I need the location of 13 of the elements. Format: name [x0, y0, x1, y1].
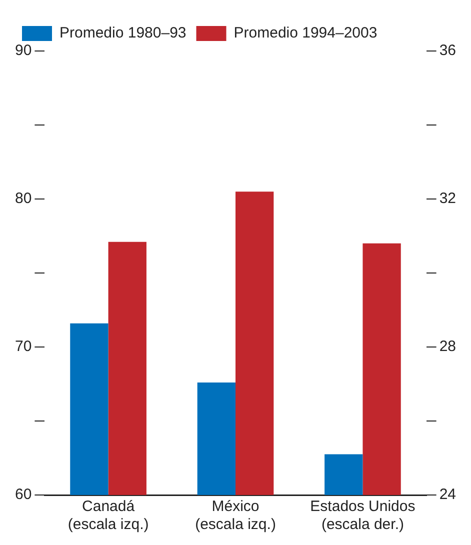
y2-tick-label: 24 [439, 486, 456, 504]
x-tick-label: Estados Unidos (escala der.) [310, 498, 416, 534]
y-tick-label: 90 [14, 42, 32, 60]
y2-tick-label: 28 [439, 338, 456, 356]
legend-label: Promedio 1980–93 [60, 24, 186, 42]
y2-tick-label: 36 [439, 42, 456, 60]
y-tick-label: 80 [14, 190, 32, 208]
x-tick-label: Canadá (escala izq.) [68, 498, 149, 534]
y-tick-label: 70 [14, 338, 32, 356]
y2-tick-label: 32 [439, 190, 456, 208]
x-tick-label: México (escala izq.) [195, 498, 276, 534]
legend-label: Promedio 1994–2003 [234, 24, 378, 42]
y-tick-label: 60 [14, 486, 32, 504]
